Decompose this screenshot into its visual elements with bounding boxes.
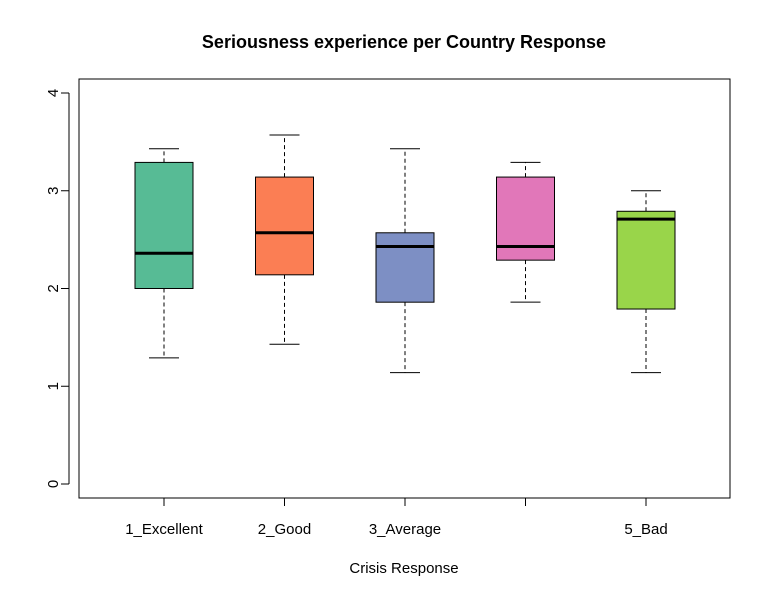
x-axis-label: Crisis Response <box>349 560 458 577</box>
box-body <box>616 210 676 310</box>
box-1 <box>134 148 194 359</box>
y-tick-label: 0 <box>45 480 62 488</box>
y-tick-label: 4 <box>45 89 62 97</box>
y-tick-label: 1 <box>45 382 62 390</box>
box-3 <box>375 148 435 374</box>
box-body <box>255 176 314 276</box>
box-4 <box>496 161 555 303</box>
boxes-group <box>134 134 676 374</box>
x-axis: 1_Excellent 2_Good 3_Average 5_Bad <box>125 497 668 538</box>
x-tick-label: 3_Average <box>369 521 441 538</box>
box-2 <box>255 134 314 345</box>
box-body <box>134 161 194 289</box>
y-axis: 0 1 2 3 4 <box>45 89 70 488</box>
y-tick-label: 3 <box>45 187 62 195</box>
box-5 <box>616 190 676 374</box>
box-body <box>375 232 435 303</box>
y-tick-label: 2 <box>45 284 62 292</box>
x-tick-label: 2_Good <box>258 521 311 538</box>
x-tick-label: 5_Bad <box>624 521 667 538</box>
chart-title: Seriousness experience per Country Respo… <box>202 32 606 52</box>
x-tick-label: 1_Excellent <box>125 521 203 538</box>
